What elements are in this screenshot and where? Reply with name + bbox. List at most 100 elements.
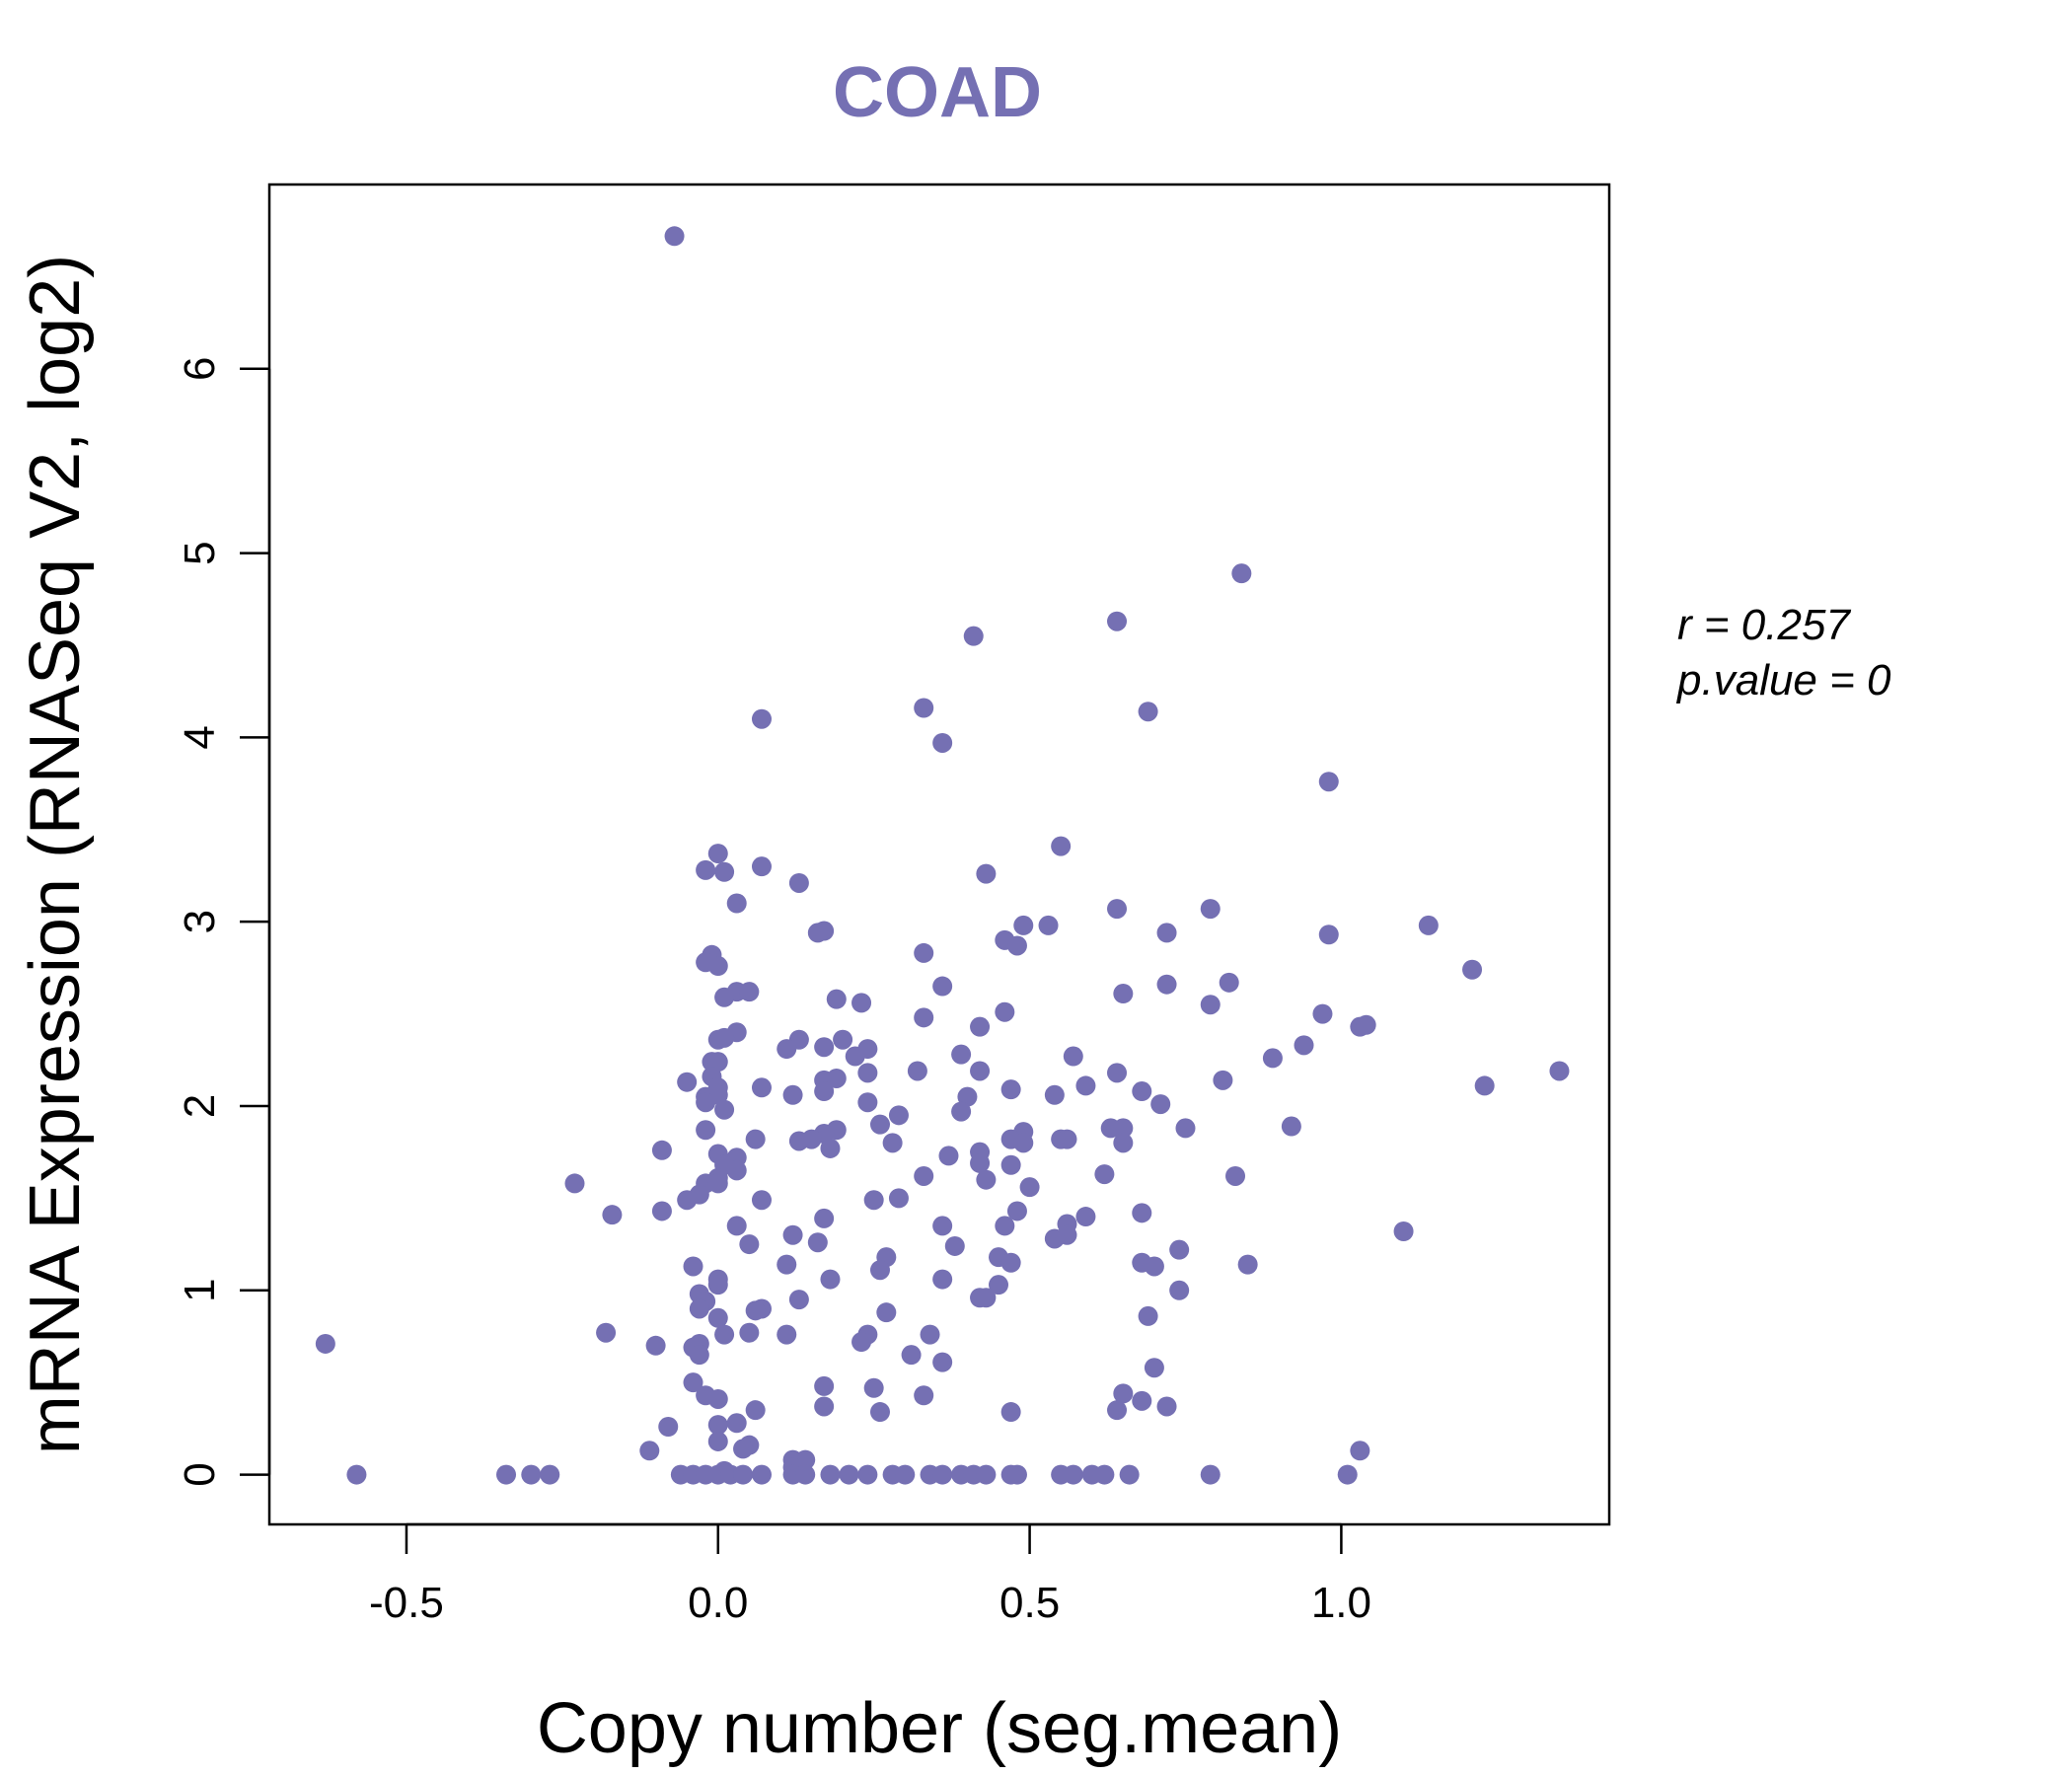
x-axis-title: Copy number (seg.mean) bbox=[537, 1689, 1342, 1768]
data-point bbox=[857, 1464, 878, 1485]
data-point bbox=[726, 893, 747, 914]
correlation-label: r = 0.257 bbox=[1677, 601, 1851, 649]
data-point bbox=[1350, 1441, 1370, 1461]
y-tick-label: 5 bbox=[176, 541, 224, 564]
data-point bbox=[788, 872, 809, 893]
data-point bbox=[914, 698, 934, 718]
data-point bbox=[1318, 925, 1339, 945]
data-point bbox=[839, 1464, 859, 1485]
data-point bbox=[869, 1402, 890, 1423]
data-point bbox=[788, 1290, 809, 1310]
data-point bbox=[1213, 1070, 1233, 1090]
data-point bbox=[901, 1345, 922, 1366]
data-point bbox=[726, 1413, 747, 1434]
data-point bbox=[726, 1216, 747, 1236]
data-point bbox=[651, 1140, 672, 1160]
data-point bbox=[739, 1234, 760, 1255]
data-point bbox=[782, 1084, 803, 1105]
y-tick-label: 0 bbox=[176, 1462, 224, 1486]
data-point bbox=[1150, 1094, 1171, 1115]
data-point bbox=[707, 1173, 728, 1194]
data-point bbox=[745, 1300, 766, 1321]
data-point bbox=[820, 1138, 841, 1158]
data-point bbox=[726, 1160, 747, 1181]
data-point bbox=[1019, 1177, 1040, 1198]
data-point bbox=[914, 1007, 934, 1028]
data-point bbox=[739, 1322, 760, 1343]
data-point bbox=[814, 1396, 835, 1417]
data-point bbox=[1156, 974, 1177, 995]
data-point bbox=[346, 1464, 367, 1485]
data-point bbox=[1107, 899, 1128, 920]
data-point bbox=[596, 1322, 617, 1343]
data-point bbox=[1000, 1402, 1021, 1423]
data-point bbox=[714, 1099, 735, 1120]
plot-frame bbox=[267, 183, 1611, 1526]
data-point bbox=[1107, 1063, 1128, 1083]
data-point bbox=[1132, 1081, 1152, 1102]
data-point bbox=[1337, 1464, 1358, 1485]
data-point bbox=[795, 1464, 816, 1485]
data-point bbox=[995, 1216, 1015, 1236]
data-points bbox=[315, 226, 1570, 1485]
data-point bbox=[932, 1464, 953, 1485]
data-point bbox=[1393, 1221, 1414, 1241]
data-point bbox=[1132, 1203, 1152, 1223]
data-point bbox=[938, 1146, 959, 1166]
y-tick-label: 1 bbox=[176, 1279, 224, 1302]
data-point bbox=[1318, 772, 1339, 792]
data-point bbox=[1000, 1154, 1021, 1175]
data-point bbox=[932, 1216, 953, 1236]
data-point bbox=[1000, 1079, 1021, 1100]
data-point bbox=[677, 1072, 698, 1092]
data-point bbox=[970, 1061, 991, 1081]
data-point bbox=[1294, 1035, 1314, 1056]
data-point bbox=[1063, 1046, 1083, 1067]
data-point bbox=[833, 1029, 853, 1050]
data-point bbox=[1549, 1061, 1570, 1081]
data-point bbox=[1013, 1133, 1034, 1153]
data-point bbox=[951, 1044, 972, 1065]
data-point bbox=[995, 1001, 1015, 1022]
y-axis: 0 1 2 3 4 5 6 bbox=[176, 357, 271, 1487]
data-point bbox=[820, 1269, 841, 1290]
data-point bbox=[820, 1464, 841, 1485]
data-point bbox=[707, 956, 728, 977]
p-value-label: p.value = 0 bbox=[1675, 656, 1891, 704]
data-point bbox=[970, 1152, 991, 1173]
data-point bbox=[1044, 1084, 1065, 1105]
data-point bbox=[1356, 1014, 1376, 1035]
data-point bbox=[1006, 1201, 1027, 1221]
data-point bbox=[814, 1208, 835, 1228]
data-point bbox=[1312, 1003, 1333, 1024]
data-point bbox=[1200, 1464, 1221, 1485]
data-point bbox=[1138, 702, 1158, 722]
data-point bbox=[1132, 1390, 1152, 1411]
data-point bbox=[496, 1464, 517, 1485]
chart-title: COAD bbox=[833, 53, 1042, 132]
data-point bbox=[683, 1256, 703, 1277]
data-point bbox=[540, 1464, 560, 1485]
data-point bbox=[1169, 1239, 1190, 1260]
data-point bbox=[602, 1205, 623, 1225]
data-point bbox=[645, 1335, 666, 1356]
data-point bbox=[882, 1133, 903, 1153]
data-point bbox=[751, 1190, 772, 1211]
data-point bbox=[801, 1129, 822, 1149]
data-point bbox=[696, 1092, 716, 1113]
data-point bbox=[777, 1039, 797, 1060]
data-point bbox=[751, 856, 772, 877]
data-point bbox=[1200, 995, 1221, 1015]
data-point bbox=[689, 1298, 709, 1319]
data-point bbox=[876, 1302, 897, 1323]
data-point bbox=[677, 1190, 698, 1211]
data-point bbox=[914, 1385, 934, 1406]
data-point bbox=[1219, 972, 1239, 993]
data-point bbox=[857, 1092, 878, 1113]
data-point bbox=[707, 1307, 728, 1328]
data-point bbox=[707, 1415, 728, 1436]
x-axis: -0.5 0.0 0.5 1.0 bbox=[369, 1522, 1371, 1627]
data-point bbox=[1113, 1118, 1134, 1139]
data-point bbox=[1418, 915, 1439, 935]
data-point bbox=[1144, 1358, 1164, 1378]
